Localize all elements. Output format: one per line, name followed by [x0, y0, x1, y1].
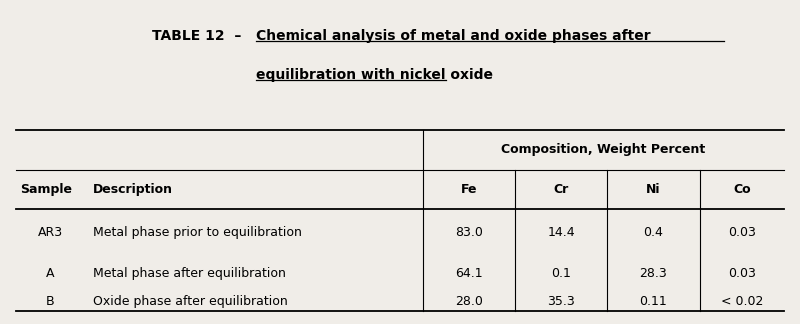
Text: Metal phase prior to equilibration: Metal phase prior to equilibration [93, 226, 302, 239]
Text: Fe: Fe [461, 183, 478, 196]
Text: 0.03: 0.03 [728, 226, 756, 239]
Text: Co: Co [733, 183, 750, 196]
Text: Sample: Sample [20, 183, 72, 196]
Text: 0.03: 0.03 [728, 267, 756, 280]
Text: Metal phase after equilibration: Metal phase after equilibration [93, 267, 286, 280]
Text: 28.0: 28.0 [455, 295, 483, 308]
Text: 0.11: 0.11 [639, 295, 667, 308]
Text: < 0.02: < 0.02 [721, 295, 763, 308]
Text: 28.3: 28.3 [639, 267, 667, 280]
Text: 0.4: 0.4 [643, 226, 663, 239]
Text: Oxide phase after equilibration: Oxide phase after equilibration [93, 295, 288, 308]
Text: Ni: Ni [646, 183, 661, 196]
Text: 35.3: 35.3 [547, 295, 575, 308]
Text: 14.4: 14.4 [547, 226, 575, 239]
Text: B: B [46, 295, 55, 308]
Text: Description: Description [93, 183, 173, 196]
Text: A: A [46, 267, 55, 280]
Text: 83.0: 83.0 [455, 226, 483, 239]
Text: Cr: Cr [554, 183, 569, 196]
Text: Chemical analysis of metal and oxide phases after: Chemical analysis of metal and oxide pha… [256, 29, 650, 43]
Text: equilibration with nickel oxide: equilibration with nickel oxide [256, 68, 493, 82]
Text: TABLE 12  –: TABLE 12 – [152, 29, 242, 43]
Text: Composition, Weight Percent: Composition, Weight Percent [502, 143, 706, 156]
Text: 0.1: 0.1 [551, 267, 571, 280]
Text: AR3: AR3 [38, 226, 63, 239]
Text: 64.1: 64.1 [455, 267, 483, 280]
